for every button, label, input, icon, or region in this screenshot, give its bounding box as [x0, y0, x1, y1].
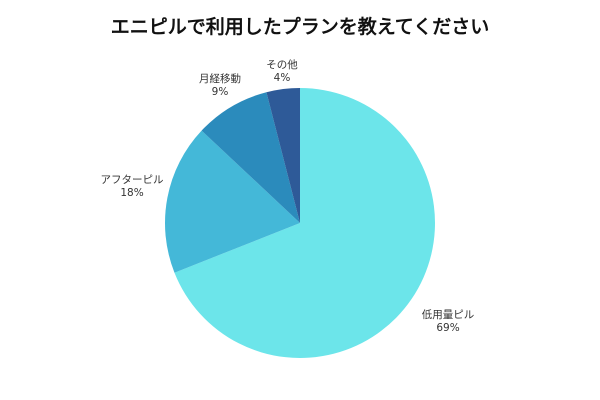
slice-category-label: 月経移動: [199, 72, 241, 85]
pie-slice-2: [165, 130, 300, 273]
pie-slice-1: [174, 88, 435, 358]
slice-category-label: 低用量ピル: [422, 308, 475, 321]
slice-value-label: 4%: [274, 72, 291, 84]
slice-value-label: 9%: [212, 86, 229, 98]
slice-value-label: 18%: [120, 187, 143, 199]
chart-title: エニピルで利用したプランを教えてください: [111, 15, 489, 38]
pie-slice-4: [266, 88, 300, 223]
slice-value-label: 69%: [436, 322, 459, 334]
pie-slice-3: [201, 92, 300, 224]
slice-category-label: その他: [266, 58, 298, 71]
pie-slices: [165, 88, 435, 358]
slice-category-label: アフターピル: [101, 174, 164, 186]
